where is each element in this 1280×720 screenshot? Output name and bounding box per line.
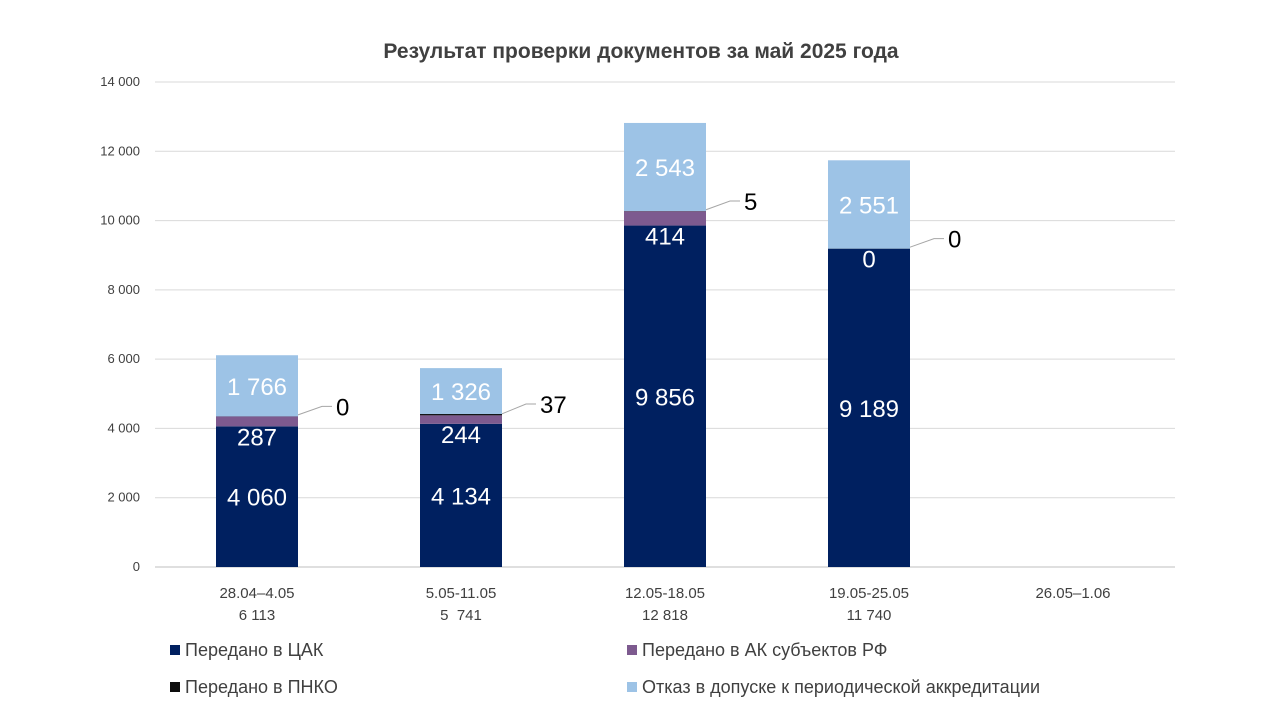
legend-entry: Передано в ПНКО: [185, 677, 338, 697]
data-label: 0: [948, 227, 961, 254]
legend-swatch: [170, 682, 180, 692]
data-label: 0: [862, 247, 875, 274]
data-label: 9 189: [839, 396, 899, 423]
legend-entry: Передано в ЦАК: [185, 640, 324, 660]
data-label: 9 856: [635, 384, 695, 411]
bar-segment: [420, 415, 502, 424]
data-label: 2 551: [839, 192, 899, 219]
y-tick-label: 2 000: [107, 490, 140, 505]
legend-swatch: [170, 645, 180, 655]
bar-segment: [216, 416, 298, 427]
y-tick-label: 8 000: [107, 282, 140, 297]
y-tick-label: 14 000: [100, 74, 140, 89]
data-label: 4 060: [227, 485, 287, 512]
data-label: 2 543: [635, 155, 695, 182]
y-tick-label: 4 000: [107, 420, 140, 435]
leader-line: [705, 200, 740, 211]
bar-segment: [420, 423, 502, 567]
legend-entry: Передано в АК субъектов РФ: [642, 640, 887, 660]
bar-segment: [216, 355, 298, 417]
data-label: 0: [336, 394, 349, 421]
x-total-label: 11 740: [847, 607, 892, 624]
data-label: 244: [441, 422, 481, 449]
bar-segment: [624, 211, 706, 226]
bar-segment: [828, 160, 910, 249]
bar-segment: [216, 426, 298, 567]
bars: 4 060 287 0 1 766 4 134 244 37 1 326 9 856 414 5 2 …: [216, 122, 961, 567]
y-tick-label: 10 000: [100, 213, 140, 228]
data-label: 4 134: [431, 483, 491, 510]
x-tick-label: 19.05-25.05: [829, 585, 909, 602]
legend-swatch: [627, 682, 637, 692]
leader-line: [297, 405, 332, 416]
data-label: 287: [237, 424, 277, 451]
leader-line: [501, 403, 536, 415]
legend: Передано в ЦАК Передано в АК субъектов РФ…: [170, 640, 1040, 697]
y-axis: 0 2 000 4 000 6 000 8 000 10 000 12 000 14 000: [100, 74, 140, 574]
y-tick-label: 12 000: [100, 143, 140, 158]
data-label: 37: [540, 392, 567, 419]
x-tick-label: 12.05-18.05: [625, 585, 705, 602]
x-axis: 28.04–4.05 6 113 5.05-11.05 5 741 12.05-18.0…: [219, 585, 1110, 624]
data-label: 414: [645, 224, 685, 251]
y-tick-label: 0: [133, 559, 140, 574]
bar-segment: [624, 122, 706, 212]
legend-entry: Отказ в допуске к периодической аккредит…: [642, 677, 1040, 697]
x-tick-label: 26.05–1.06: [1035, 585, 1110, 602]
leader-line: [909, 238, 944, 248]
bar-segment: [420, 368, 502, 415]
x-total-label: 5 741: [440, 607, 482, 624]
data-label: 1 326: [431, 379, 491, 406]
x-tick-label: 28.04–4.05: [219, 585, 294, 602]
bar-segment: [624, 225, 706, 567]
data-label: 5: [744, 189, 757, 216]
chart-title: Результат проверки документов за май 202…: [383, 40, 899, 63]
data-label: 1 766: [227, 374, 287, 401]
x-tick-label: 5.05-11.05: [426, 585, 497, 602]
bar-segment: [828, 248, 910, 567]
y-tick-label: 6 000: [107, 351, 140, 366]
legend-swatch: [627, 645, 637, 655]
x-total-label: 12 818: [642, 607, 688, 624]
x-total-label: 6 113: [239, 607, 275, 624]
